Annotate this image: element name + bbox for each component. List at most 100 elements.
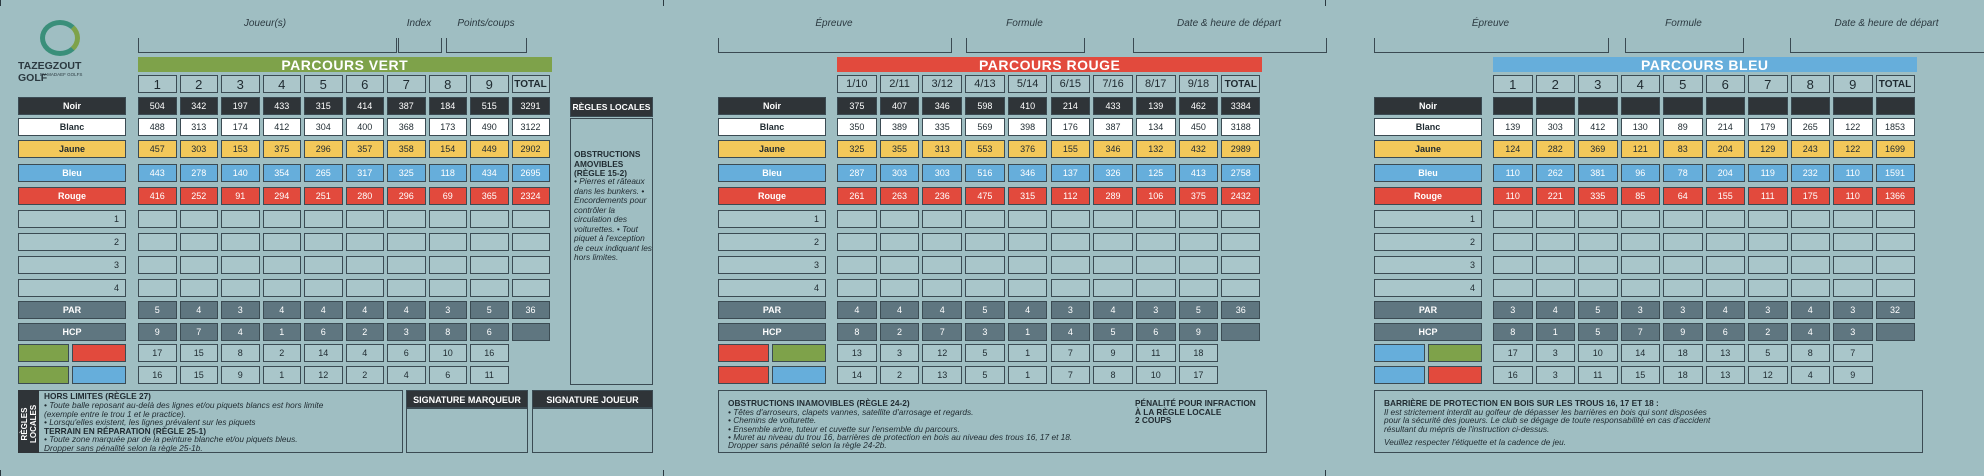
score-input-vert[interactable]: [138, 210, 177, 228]
score-input-bleu[interactable]: [1790, 256, 1830, 274]
score-input-bleu[interactable]: [1833, 233, 1873, 251]
score-input-bleu[interactable]: [1620, 233, 1660, 251]
score-input-vert[interactable]: [262, 279, 301, 297]
score-input-vert[interactable]: [428, 279, 467, 297]
score-input-bleu[interactable]: [1748, 279, 1788, 297]
score-input-vert[interactable]: [221, 233, 260, 251]
score-input-rouge[interactable]: [922, 210, 963, 228]
score-input-rouge[interactable]: [1221, 256, 1261, 274]
score-input-vert[interactable]: [345, 233, 384, 251]
score-input-bleu[interactable]: [1875, 210, 1915, 228]
score-input-rouge[interactable]: [1050, 233, 1091, 251]
score-input-bleu[interactable]: [1493, 256, 1533, 274]
score-input-bleu[interactable]: [1663, 279, 1703, 297]
score-input-vert[interactable]: [511, 210, 550, 228]
score-input-rouge[interactable]: [837, 210, 877, 228]
score-input-bleu[interactable]: [1620, 279, 1660, 297]
score-input-vert[interactable]: [345, 256, 384, 274]
score-input-bleu[interactable]: [1790, 210, 1830, 228]
score-input-rouge[interactable]: [1093, 210, 1133, 228]
score-input-rouge[interactable]: [837, 233, 877, 251]
score-input-vert[interactable]: [345, 210, 384, 228]
score-input-vert[interactable]: [138, 279, 177, 297]
score-input-vert[interactable]: [179, 233, 218, 251]
score-input-vert[interactable]: [470, 256, 509, 274]
score-input-bleu[interactable]: [1535, 233, 1575, 251]
score-input-bleu[interactable]: [1833, 256, 1873, 274]
score-input-bleu[interactable]: [1705, 256, 1745, 274]
score-input-vert[interactable]: [428, 210, 467, 228]
score-input-bleu[interactable]: [1748, 256, 1788, 274]
score-input-rouge[interactable]: [1221, 210, 1261, 228]
score-input-bleu[interactable]: [1875, 256, 1915, 274]
score-input-vert[interactable]: [387, 279, 426, 297]
score-input-bleu[interactable]: [1663, 233, 1703, 251]
score-input-bleu[interactable]: [1578, 233, 1618, 251]
score-input-rouge[interactable]: [1135, 256, 1176, 274]
score-input-vert[interactable]: [262, 210, 301, 228]
score-input-rouge[interactable]: [879, 256, 920, 274]
score-input-vert[interactable]: [428, 256, 467, 274]
score-input-rouge[interactable]: [922, 279, 963, 297]
score-input-rouge[interactable]: [1093, 279, 1133, 297]
score-input-bleu[interactable]: [1620, 256, 1660, 274]
score-input-vert[interactable]: [387, 210, 426, 228]
score-input-rouge[interactable]: [965, 210, 1005, 228]
score-input-rouge[interactable]: [1007, 279, 1048, 297]
score-input-rouge[interactable]: [1093, 256, 1133, 274]
score-input-bleu[interactable]: [1875, 279, 1915, 297]
score-input-rouge[interactable]: [965, 279, 1005, 297]
score-input-vert[interactable]: [304, 279, 343, 297]
score-input-vert[interactable]: [470, 210, 509, 228]
score-input-rouge[interactable]: [1050, 279, 1091, 297]
score-input-bleu[interactable]: [1620, 210, 1660, 228]
score-input-bleu[interactable]: [1705, 279, 1745, 297]
score-input-bleu[interactable]: [1875, 233, 1915, 251]
score-input-vert[interactable]: [428, 233, 467, 251]
score-input-bleu[interactable]: [1790, 233, 1830, 251]
score-input-rouge[interactable]: [837, 256, 877, 274]
score-input-bleu[interactable]: [1663, 210, 1703, 228]
score-input-rouge[interactable]: [837, 279, 877, 297]
score-input-bleu[interactable]: [1833, 210, 1873, 228]
score-input-bleu[interactable]: [1748, 210, 1788, 228]
score-input-bleu[interactable]: [1535, 279, 1575, 297]
score-input-vert[interactable]: [138, 233, 177, 251]
score-input-bleu[interactable]: [1748, 233, 1788, 251]
score-input-vert[interactable]: [511, 256, 550, 274]
score-input-bleu[interactable]: [1833, 279, 1873, 297]
signature-joueur-field[interactable]: [532, 408, 653, 453]
score-input-bleu[interactable]: [1535, 210, 1575, 228]
score-input-bleu[interactable]: [1493, 210, 1533, 228]
score-input-vert[interactable]: [511, 279, 550, 297]
score-input-rouge[interactable]: [1007, 256, 1048, 274]
score-input-rouge[interactable]: [965, 256, 1005, 274]
score-input-vert[interactable]: [138, 256, 177, 274]
score-input-rouge[interactable]: [1135, 233, 1176, 251]
score-input-vert[interactable]: [179, 256, 218, 274]
score-input-bleu[interactable]: [1705, 210, 1745, 228]
score-input-bleu[interactable]: [1493, 279, 1533, 297]
score-input-vert[interactable]: [221, 279, 260, 297]
score-input-vert[interactable]: [304, 210, 343, 228]
score-input-rouge[interactable]: [1178, 279, 1219, 297]
score-input-rouge[interactable]: [1221, 279, 1261, 297]
score-input-rouge[interactable]: [1135, 210, 1176, 228]
score-input-bleu[interactable]: [1578, 256, 1618, 274]
score-input-rouge[interactable]: [1007, 233, 1048, 251]
score-input-vert[interactable]: [511, 233, 550, 251]
score-input-bleu[interactable]: [1578, 210, 1618, 228]
score-input-vert[interactable]: [470, 279, 509, 297]
score-input-vert[interactable]: [387, 233, 426, 251]
score-input-vert[interactable]: [262, 256, 301, 274]
score-input-rouge[interactable]: [1178, 233, 1219, 251]
score-input-rouge[interactable]: [1007, 210, 1048, 228]
score-input-vert[interactable]: [345, 279, 384, 297]
score-input-rouge[interactable]: [922, 256, 963, 274]
score-input-vert[interactable]: [304, 256, 343, 274]
score-input-vert[interactable]: [221, 210, 260, 228]
signature-marqueur-field[interactable]: [406, 408, 528, 453]
score-input-bleu[interactable]: [1663, 256, 1703, 274]
score-input-rouge[interactable]: [1178, 210, 1219, 228]
score-input-vert[interactable]: [262, 233, 301, 251]
